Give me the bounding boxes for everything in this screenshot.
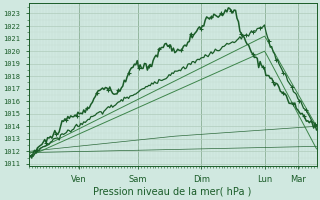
X-axis label: Pression niveau de la mer( hPa ): Pression niveau de la mer( hPa ): [93, 187, 252, 197]
